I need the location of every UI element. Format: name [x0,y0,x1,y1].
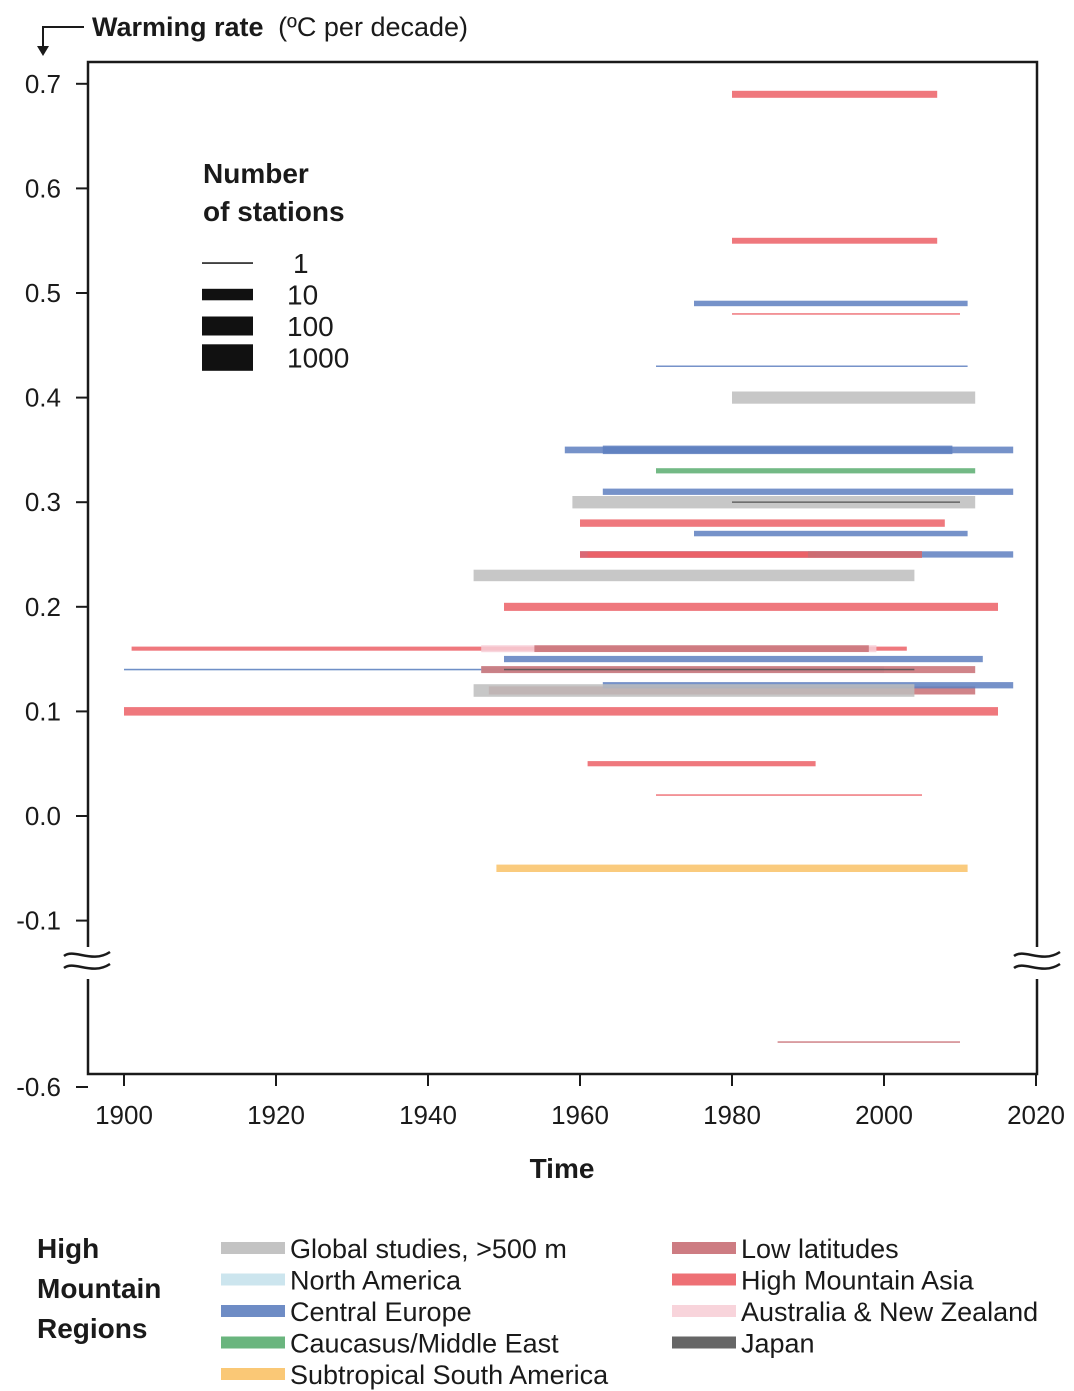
stations-legend-title-2: of stations [203,196,345,227]
x-tick-label: 1920 [247,1100,305,1130]
axis-break-right-top [1013,950,1061,958]
x-axis-ticks: 1900 1920 1940 1960 1980 2000 2020 [95,1074,1065,1130]
y-axis-unit: (ºC per decade) [278,12,468,42]
x-tick-label: 1940 [399,1100,457,1130]
stations-legend-label: 100 [287,311,334,342]
bar-low-latitudes-36 [777,1041,960,1043]
bar-central-europe-7 [602,445,953,455]
bar-global-studies-500-m-5 [732,391,976,404]
stations-legend-swatch [202,344,253,371]
region-legend-swatch [672,1336,736,1349]
region-legend-swatch [221,1368,285,1380]
region-legend-label: Subtropical South America [290,1360,609,1390]
region-legend-label: High Mountain Asia [741,1266,975,1296]
bar-high-mountain-asia-12 [580,519,945,527]
plot-frame [86,60,1039,1076]
y-axis-label-arrowhead [37,46,49,56]
y-tick-label: 0.6 [25,173,61,203]
region-legend-swatch [221,1305,285,1317]
region-legend-label: Low latitudes [741,1234,899,1264]
y-axis-label-arrow [42,26,84,48]
y-tick-label: -0.1 [16,906,61,936]
region-legend-label: Caucasus/Middle East [290,1329,559,1359]
region-legend-swatch [221,1273,285,1286]
y-tick-label: -0.6 [16,1072,61,1102]
axis-break-gap-left [78,947,98,979]
stations-legend-label: 1000 [287,343,349,374]
regions-legend-title-3: Regions [37,1313,147,1344]
bar-central-europe-23 [504,655,983,663]
region-legend-label: Australia & New Zealand [741,1297,1038,1327]
bar-low-latitudes-17 [808,551,922,558]
y-axis-label-group: Warming rate (ºC per decade) [37,12,468,56]
x-tick-label: 1980 [703,1100,761,1130]
bar-caucasus-middle-east-8 [656,468,976,474]
stations-legend-swatch [202,316,253,336]
y-tick-label: 0.4 [25,383,61,413]
x-tick-label: 2020 [1007,1100,1065,1130]
bar-high-mountain-asia-1 [732,237,938,244]
y-tick-label: 0.5 [25,278,61,308]
bar-global-studies-500-m-18 [473,569,915,582]
bar-central-europe-9 [602,488,1014,495]
axis-break-right-bottom [1013,962,1061,970]
x-axis-label: Time [530,1153,595,1184]
y-tick-label: 0.3 [25,487,61,517]
y-tick-label: 0.0 [25,801,61,831]
y-tick-label: 0.7 [25,69,61,99]
y-axis-ticks: 0.7 0.6 0.5 0.4 0.3 0.2 0.1 0.0 -0.1 -0.6 [16,69,88,1102]
bar-japan-11 [732,501,960,503]
bar-high-mountain-asia-0 [732,90,938,98]
region-legend-swatch [221,1242,285,1254]
stations-legend-label: 10 [287,280,318,311]
bar-central-europe-4 [656,365,968,367]
stations-legend-title-1: Number [203,158,309,189]
regions-legend: High Mountain Regions Global studies, >5… [37,1233,1038,1390]
bar-high-mountain-asia-33 [587,761,816,767]
x-tick-label: 1900 [95,1100,153,1130]
regions-legend-title-1: High [37,1233,99,1264]
stations-legend-swatch [202,288,253,301]
bar-central-europe-2 [694,300,968,307]
y-axis-label: Warming rate [92,12,264,42]
bar-high-mountain-asia-3 [732,313,960,315]
bar-central-europe-25 [124,668,504,671]
y-tick-label: 0.1 [25,696,61,726]
axis-break-left-bottom [63,962,111,970]
x-tick-label: 2000 [855,1100,913,1130]
region-legend-label: Global studies, >500 m [290,1234,567,1264]
bar-low-latitudes-22 [534,645,869,652]
regions-legend-title-2: Mountain [37,1273,161,1304]
axis-break-left-top [63,950,111,958]
region-legend-swatch [672,1273,736,1286]
axis-break-gap-right [1027,947,1047,979]
y-tick-label: 0.2 [25,592,61,622]
axis-break [63,947,1061,979]
region-legend-label: North America [290,1266,462,1296]
region-legend-swatch [672,1242,736,1254]
bar-global-studies-500-m-31 [473,684,915,697]
range-bars [124,90,1014,1043]
bar-japan-28 [504,668,915,671]
svg-text:Warming rate (ºC per dec: Warming rate (ºC per decade) [92,12,468,42]
stations-legend-label: 1 [293,248,309,279]
bar-high-mountain-asia-19 [504,602,998,611]
bar-high-mountain-asia-34 [656,794,922,796]
bar-high-mountain-asia-32 [124,707,998,716]
bar-central-europe-13 [694,530,968,537]
bar-subtropical-south-america-35 [496,864,968,872]
stations-legend-swatch [202,262,253,264]
region-legend-swatch [221,1336,285,1349]
bar-high-mountain-asia-16 [587,551,816,558]
region-legend-label: Central Europe [290,1297,472,1327]
region-legend-swatch [672,1305,736,1317]
x-tick-label: 1960 [551,1100,609,1130]
region-legend-label: Japan [741,1329,815,1359]
